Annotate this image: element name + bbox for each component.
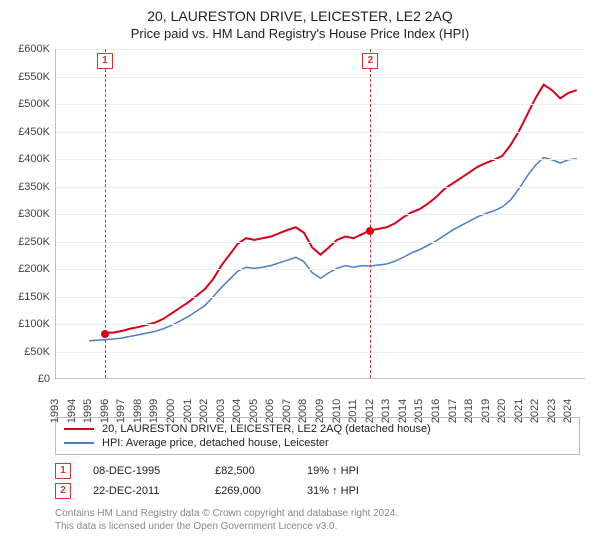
sale-marker-box: 2	[362, 53, 378, 69]
x-axis-label: 2021	[513, 399, 525, 423]
sale-marker-dot	[366, 227, 374, 235]
x-axis-label: 2011	[347, 399, 359, 423]
x-axis-label: 1995	[82, 399, 94, 423]
gridline	[56, 214, 585, 215]
y-axis-label: £450K	[10, 126, 50, 138]
gridline	[56, 324, 585, 325]
gridline	[56, 77, 585, 78]
footer-attribution: Contains HM Land Registry data © Crown c…	[55, 507, 580, 533]
legend-swatch-property	[64, 428, 94, 430]
x-axis-label: 2009	[314, 399, 326, 423]
y-axis-label: £400K	[10, 153, 50, 165]
y-axis-label: £500K	[10, 98, 50, 110]
x-axis-label: 2002	[198, 399, 210, 423]
y-axis-label: £350K	[10, 181, 50, 193]
gridline	[56, 242, 585, 243]
y-axis-label: £0	[10, 373, 50, 385]
chart-subtitle: Price paid vs. HM Land Registry's House …	[10, 26, 590, 41]
sale-price: £269,000	[215, 485, 285, 497]
gridline	[56, 297, 585, 298]
gridline	[56, 352, 585, 353]
y-axis-label: £300K	[10, 208, 50, 220]
x-axis-label: 2016	[430, 399, 442, 423]
y-axis-label: £600K	[10, 43, 50, 55]
title-block: 20, LAURESTON DRIVE, LEICESTER, LE2 2AQ …	[0, 0, 600, 49]
gridline	[56, 269, 585, 270]
x-axis-label: 2013	[380, 399, 392, 423]
sale-hpi: 19% ↑ HPI	[307, 465, 387, 477]
sale-price: £82,500	[215, 465, 285, 477]
x-axis-label: 2019	[480, 399, 492, 423]
x-axis-label: 2005	[248, 399, 260, 423]
sale-marker-2: 2	[55, 483, 71, 499]
gridline	[56, 104, 585, 105]
sales-table: 1 08-DEC-1995 £82,500 19% ↑ HPI 2 22-DEC…	[55, 461, 580, 501]
legend-row: HPI: Average price, detached house, Leic…	[64, 436, 571, 450]
x-axis-label: 1998	[132, 399, 144, 423]
x-axis-label: 1999	[148, 399, 160, 423]
footer-line: Contains HM Land Registry data © Crown c…	[55, 507, 580, 520]
gridline	[56, 49, 585, 50]
footer-line: This data is licensed under the Open Gov…	[55, 520, 580, 533]
chart-area: 12 £0£50K£100K£150K£200K£250K£300K£350K£…	[10, 49, 590, 409]
x-axis-label: 2024	[562, 399, 574, 423]
x-axis-label: 1994	[66, 399, 78, 423]
x-axis-label: 2022	[529, 399, 541, 423]
x-axis-label: 2020	[496, 399, 508, 423]
sale-date: 08-DEC-1995	[93, 465, 193, 477]
sale-hpi: 31% ↑ HPI	[307, 485, 387, 497]
gridline	[56, 187, 585, 188]
y-axis-label: £200K	[10, 263, 50, 275]
address-title: 20, LAURESTON DRIVE, LEICESTER, LE2 2AQ	[10, 8, 590, 24]
x-axis-label: 2014	[397, 399, 409, 423]
x-axis-label: 2015	[413, 399, 425, 423]
y-axis-label: £50K	[10, 346, 50, 358]
sale-row: 2 22-DEC-2011 £269,000 31% ↑ HPI	[55, 481, 580, 501]
x-axis-label: 2007	[281, 399, 293, 423]
sale-marker-1: 1	[55, 463, 71, 479]
sale-vline	[370, 49, 371, 378]
x-axis-label: 2023	[546, 399, 558, 423]
x-axis-label: 1997	[115, 399, 127, 423]
x-axis-label: 1996	[99, 399, 111, 423]
plot-area: 12	[55, 49, 585, 379]
x-axis-label: 2012	[364, 399, 376, 423]
x-axis-label: 2004	[231, 399, 243, 423]
gridline	[56, 132, 585, 133]
sale-marker-dot	[101, 330, 109, 338]
y-axis-label: £550K	[10, 71, 50, 83]
y-axis-label: £150K	[10, 291, 50, 303]
y-axis-label: £250K	[10, 236, 50, 248]
series-line	[89, 158, 577, 341]
x-axis-label: 2017	[447, 399, 459, 423]
x-axis-label: 2003	[215, 399, 227, 423]
x-axis-label: 2000	[165, 399, 177, 423]
x-axis-label: 2008	[297, 399, 309, 423]
sale-date: 22-DEC-2011	[93, 485, 193, 497]
gridline	[56, 159, 585, 160]
x-axis-label: 2010	[331, 399, 343, 423]
sale-row: 1 08-DEC-1995 £82,500 19% ↑ HPI	[55, 461, 580, 481]
chart-container: 20, LAURESTON DRIVE, LEICESTER, LE2 2AQ …	[0, 0, 600, 533]
x-axis-label: 2001	[182, 399, 194, 423]
x-axis-label: 1993	[49, 399, 61, 423]
sale-marker-box: 1	[97, 53, 113, 69]
legend-row: 20, LAURESTON DRIVE, LEICESTER, LE2 2AQ …	[64, 422, 571, 436]
x-axis-label: 2018	[463, 399, 475, 423]
x-axis-label: 2006	[264, 399, 276, 423]
legend-label-property: 20, LAURESTON DRIVE, LEICESTER, LE2 2AQ …	[102, 423, 431, 435]
y-axis-label: £100K	[10, 318, 50, 330]
legend-swatch-hpi	[64, 442, 94, 444]
legend-label-hpi: HPI: Average price, detached house, Leic…	[102, 437, 329, 449]
